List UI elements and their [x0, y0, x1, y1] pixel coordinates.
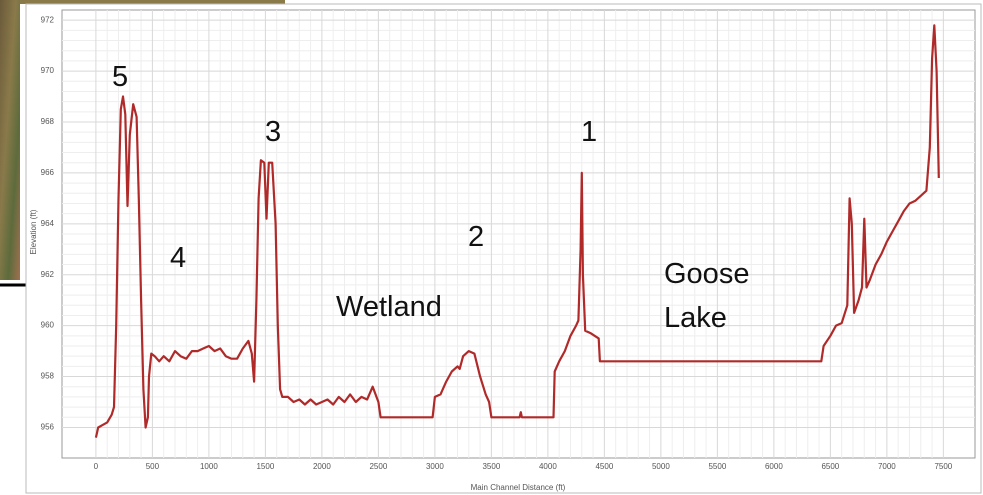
- annotation: Wetland: [336, 291, 442, 323]
- y-tick-label: 972: [41, 15, 55, 24]
- x-tick-label: 1500: [256, 462, 274, 471]
- annotation: 5: [112, 61, 129, 93]
- profile-line: [94, 24, 940, 438]
- y-tick-label: 958: [41, 372, 55, 381]
- x-tick-label: 5000: [652, 462, 670, 471]
- x-tick-label: 7500: [934, 462, 952, 471]
- y-tick-label: 966: [41, 168, 55, 177]
- annotation: 1: [581, 116, 598, 148]
- x-tick-label: 0: [94, 462, 99, 471]
- annotation: Goose Lake: [664, 258, 750, 334]
- x-axis-label: Main Channel Distance (ft): [471, 483, 566, 492]
- x-tick-label: 6000: [765, 462, 783, 471]
- x-tick-label: 4500: [595, 462, 613, 471]
- x-tick-label: 5500: [708, 462, 726, 471]
- annotation: 4: [170, 242, 187, 274]
- photo-strip-top: [20, 0, 285, 4]
- annotation: 2: [468, 221, 485, 253]
- y-tick-label: 964: [41, 219, 55, 228]
- y-tick-label: 962: [41, 270, 55, 279]
- y-axis-label: Elevation (ft): [29, 209, 38, 254]
- x-tick-label: 2000: [313, 462, 331, 471]
- annotation: 3: [265, 116, 282, 148]
- x-tick-label: 3500: [482, 462, 500, 471]
- y-tick-label: 970: [41, 66, 55, 75]
- x-tick-label: 3000: [426, 462, 444, 471]
- y-tick-label: 956: [41, 423, 55, 432]
- y-tick-label: 960: [41, 321, 55, 330]
- x-tick-label: 4000: [539, 462, 557, 471]
- y-tick-label: 968: [41, 117, 55, 126]
- x-tick-label: 7000: [878, 462, 896, 471]
- x-tick-label: 1000: [200, 462, 218, 471]
- x-tick-label: 2500: [369, 462, 387, 471]
- x-tick-label: 500: [146, 462, 160, 471]
- photo-strip: [0, 0, 20, 280]
- x-tick-label: 6500: [821, 462, 839, 471]
